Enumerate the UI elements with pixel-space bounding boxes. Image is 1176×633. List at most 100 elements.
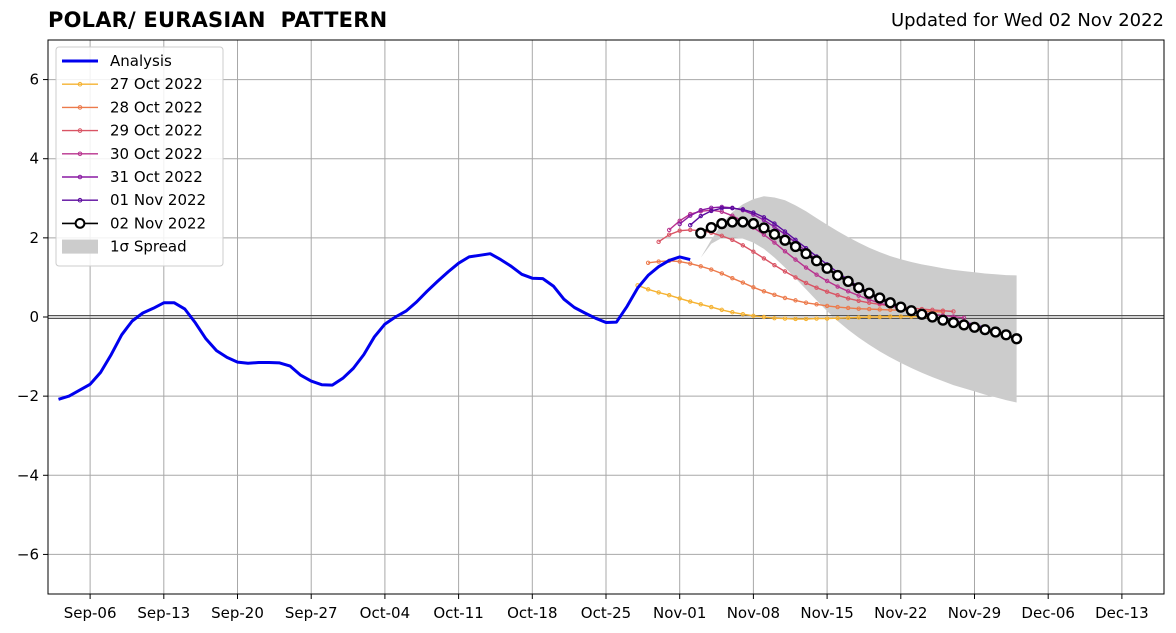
forecast-point <box>814 285 819 290</box>
forecast-point <box>789 240 802 253</box>
forecast-point <box>737 216 749 228</box>
forecast-point <box>772 221 777 226</box>
legend-marker <box>77 197 83 203</box>
forecast-point <box>740 280 746 285</box>
forecast-point <box>782 295 788 301</box>
forecast-point <box>747 218 759 230</box>
x-tick-label: Oct-25 <box>581 604 631 622</box>
forecast-point <box>761 314 767 320</box>
forecast-point <box>947 316 960 329</box>
forecast-point <box>979 324 991 336</box>
forecast-point <box>698 264 703 269</box>
forecast-point <box>677 296 682 301</box>
forecast-point <box>761 215 767 220</box>
forecast-point <box>824 278 830 284</box>
forecast-point <box>782 229 788 234</box>
forecast-point <box>666 227 672 233</box>
forecast-point <box>740 243 746 248</box>
forecast-point <box>719 205 725 211</box>
forecast-point <box>867 306 872 312</box>
forecast-point <box>761 217 767 223</box>
legend-marker <box>77 128 83 133</box>
forecast-point <box>709 304 714 310</box>
forecast-point <box>898 314 903 319</box>
forecast-point <box>730 276 735 281</box>
forecast-point <box>761 289 767 294</box>
forecast-point <box>824 316 830 321</box>
forecast-point <box>695 227 707 239</box>
forecast-point <box>793 298 798 303</box>
axis-ticks: Sep-06 Sep-13 Sep-20 Sep-27 Oct-04 Oct-11 Oct-… <box>17 71 1149 622</box>
x-tick-label: Oct-11 <box>433 604 483 622</box>
forecast-point <box>772 240 777 245</box>
chart-title: POLAR/ EURASIAN PATTERN <box>48 8 388 32</box>
forecast-point <box>793 257 798 262</box>
forecast-point <box>677 259 682 264</box>
forecast-point <box>814 316 819 321</box>
forecast-point <box>814 272 819 277</box>
forecast-point <box>951 309 956 314</box>
x-tick-label: Nov-29 <box>948 604 1001 622</box>
y-tick-label: 6 <box>29 71 39 89</box>
forecast-line-2 <box>648 260 943 313</box>
forecast-point <box>814 302 819 307</box>
x-tick-label: Dec-06 <box>1021 604 1075 622</box>
forecast-point <box>716 218 728 230</box>
forecast-point <box>688 299 693 304</box>
legend-label: 31 Oct 2022 <box>110 168 203 186</box>
forecast-point <box>726 216 738 228</box>
forecast-point <box>730 205 735 211</box>
chart-subtitle: Updated for Wed 02 Nov 2022 <box>890 10 1164 31</box>
forecast-point <box>730 310 735 315</box>
forecast-point <box>688 227 693 233</box>
forecast-point <box>698 302 703 307</box>
y-tick-label: −4 <box>17 466 39 484</box>
legend-label: Analysis <box>110 52 172 70</box>
y-tick-label: −6 <box>17 545 39 563</box>
forecast-point <box>677 221 682 227</box>
forecast-point <box>856 298 861 303</box>
forecast-point <box>1011 333 1023 345</box>
y-tick-label: 4 <box>29 150 39 168</box>
forecast-point <box>856 306 861 311</box>
x-tick-label: Sep-06 <box>64 604 117 622</box>
y-tick-label: 0 <box>29 308 39 326</box>
forecast-point <box>740 312 746 317</box>
legend-marker <box>77 105 83 110</box>
forecast-point <box>768 228 781 240</box>
forecast-point <box>810 255 823 267</box>
forecast-point <box>856 293 861 298</box>
forecast-point <box>751 249 756 254</box>
forecast-point <box>940 308 946 313</box>
analysis-line <box>58 252 691 401</box>
forecast-point <box>719 307 725 313</box>
forecast-point <box>835 284 840 289</box>
forecast-point <box>666 293 672 298</box>
forecast-point <box>821 262 833 274</box>
forecast-point <box>937 314 949 326</box>
forecast-point <box>705 221 717 234</box>
forecast-point <box>751 210 756 215</box>
forecast-point <box>772 315 777 321</box>
legend-box <box>55 46 224 267</box>
forecast-point <box>779 234 791 246</box>
forecast-point <box>740 207 746 212</box>
forecast-point <box>877 314 882 320</box>
forecast-point <box>835 315 840 321</box>
forecast-point <box>677 228 682 233</box>
forecast-point <box>656 259 661 264</box>
legend: Analysis 27 Oct 2022 28 Oct 2022 29 Oct 202… <box>55 46 224 267</box>
zero-line-layer <box>48 315 1164 319</box>
y-tick-label: −2 <box>17 387 39 405</box>
x-tick-label: Oct-04 <box>360 604 410 622</box>
forecast-point <box>877 307 882 312</box>
forecast-point <box>856 315 861 320</box>
forecast-point <box>845 296 851 301</box>
legend-label: 29 Oct 2022 <box>110 122 203 140</box>
forecast-point <box>803 300 809 305</box>
forecast-point <box>832 269 844 282</box>
legend-swatch <box>62 239 98 254</box>
forecast-point <box>1000 329 1012 341</box>
legend-marker <box>74 218 86 229</box>
